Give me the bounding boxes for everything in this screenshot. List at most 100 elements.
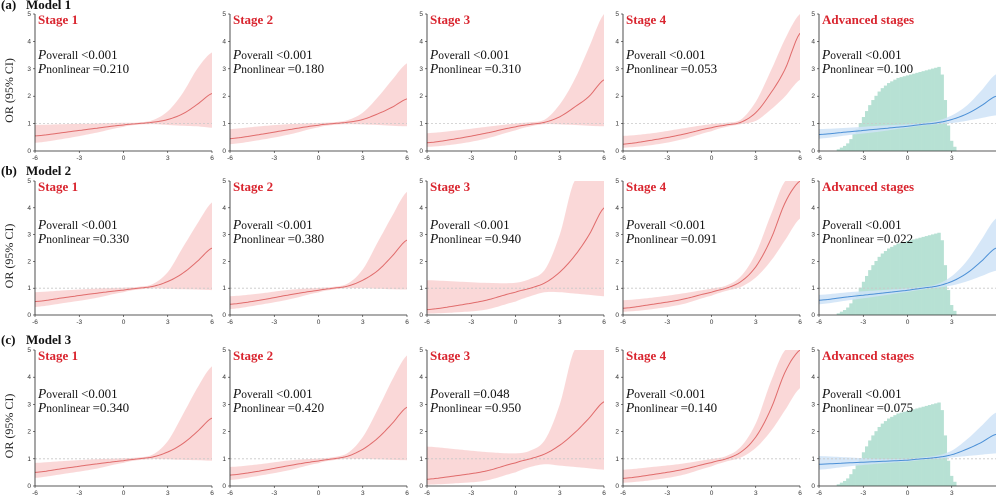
p-overall-label: overall [634,389,669,401]
p-nonlinear-value: =0.100 [877,61,914,76]
panel-10: 0 1 2 3 4 5 -6 -3 0 3 Advanced stages Poverall <0.0… [811,178,996,326]
x-tick-label: 3 [754,490,758,497]
p-overall: Poverall <0.001 [37,217,118,232]
y-tick-label: 1 [27,456,31,463]
x-tick-label: 3 [950,319,954,326]
or-curve [35,247,212,303]
plot-area [230,63,407,145]
y-tick-label: 3 [27,66,31,73]
histogram-bar [934,403,938,486]
or-curve [819,247,996,301]
x-tick-label: -3 [468,319,474,326]
p-overall-label: overall [830,50,865,62]
histogram-bar [855,293,860,315]
histogram-bar [839,482,844,486]
p-overall-value: <0.001 [865,386,902,401]
histogram-bar [893,245,897,315]
model-name: Model 2 [26,163,71,178]
p-nonlinear-label: nonlinear [830,403,876,415]
plot-area [819,218,996,315]
y-tick-label: 1 [419,121,423,128]
y-tick-label: 4 [222,205,226,212]
plot-area [623,350,800,483]
p-overall-value: <0.001 [81,386,118,401]
p-nonlinear: Pnonlinear =0.340 [37,400,129,415]
histogram-bar [934,67,938,151]
histogram-bar [953,310,957,315]
y-tick-label: 1 [27,121,31,128]
histogram-bar [839,311,844,315]
y-tick-label: 5 [615,178,619,185]
y-tick-label: 2 [222,258,226,265]
x-tick-label: -6 [424,490,430,497]
p-overall-label: overall [241,389,276,401]
y-tick-label: 2 [419,429,423,436]
y-tick-label: 5 [615,347,619,354]
y-tick-label: 2 [615,429,619,436]
histogram-bar [855,128,860,151]
p-overall-label: overall [438,389,473,401]
y-tick-label: 3 [615,66,619,73]
histogram-bar [883,85,888,151]
x-tick-label: 6 [602,319,606,326]
x-tick-label: -6 [816,155,822,162]
p-symbol: P [37,217,46,232]
x-tick-label: -3 [468,155,474,162]
x-tick-label: 0 [906,155,910,162]
y-tick-label: 3 [222,232,226,239]
x-tick-label: -6 [424,155,430,162]
panel-title: Stage 4 [626,12,667,27]
histogram-bar [890,81,894,151]
p-nonlinear-value: =0.075 [877,400,914,415]
x-tick-label: 0 [514,319,518,326]
histogram-bar [909,74,913,151]
histogram-bar [953,481,957,486]
y-tick-label: 0 [222,483,226,490]
y-tick-label: 3 [811,401,815,408]
histogram-bar [937,402,941,486]
x-tick-label: -6 [424,319,430,326]
p-symbol: P [232,47,241,62]
y-axis-title: OR (95% CI) [2,394,16,459]
y-tick-label: 0 [419,312,423,319]
y-tick-label: 2 [615,258,619,265]
histogram-bar [883,251,888,315]
histogram-bar [909,410,913,486]
histogram-bar [836,313,841,315]
p-overall-value: <0.001 [81,217,118,232]
y-tick-label: 5 [27,347,31,354]
plot-area [427,350,604,485]
histogram-bar [949,305,954,315]
histogram-bar [940,240,944,315]
histogram-bar [839,147,844,151]
ci-band [35,202,212,307]
y-tick-label: 2 [27,93,31,100]
or-curve [623,350,800,479]
y-tick-label: 1 [615,456,619,463]
p-overall: Poverall <0.001 [232,217,313,232]
ci-band [623,14,800,148]
y-tick-label: 1 [811,456,815,463]
histogram-bar [918,72,922,151]
plot-area [230,191,407,310]
x-tick-label: -6 [32,155,38,162]
histogram-bar [883,421,888,486]
y-tick-label: 0 [811,148,815,155]
x-tick-label: -6 [227,490,233,497]
y-tick-label: 0 [615,483,619,490]
model-tag: (a) [1,0,16,12]
histogram-bar [924,70,929,151]
x-tick-label: -3 [664,319,670,326]
y-tick-label: 1 [222,285,226,292]
histogram-bar [949,475,954,486]
histogram-bar [871,100,875,151]
histogram-bar [918,237,922,315]
p-nonlinear: Pnonlinear =0.140 [625,400,717,415]
y-tick-label: 5 [222,347,226,354]
y-tick-label: 4 [811,38,815,45]
histogram-bar [909,240,913,315]
